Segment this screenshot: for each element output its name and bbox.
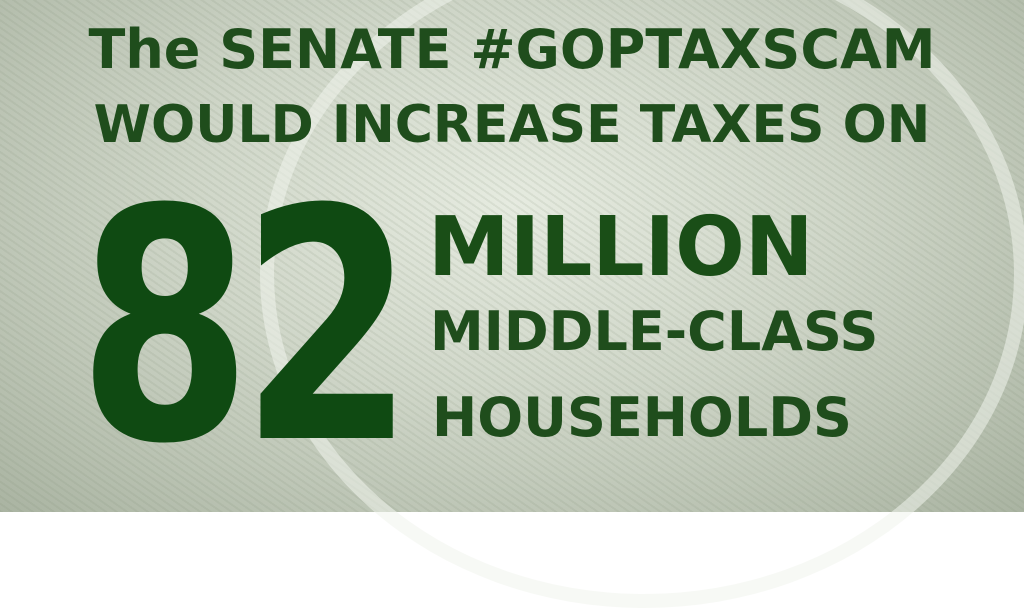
headline-line-2: WOULD INCREASE TAXES ON: [93, 95, 931, 155]
unit-label: MILLION: [428, 200, 814, 295]
middle-class-label: MIDDLE-CLASS: [430, 300, 879, 363]
headline-line-1: The SENATE #GOPTAXSCAM: [88, 18, 936, 81]
households-label: HOUSEHOLDS: [432, 386, 852, 449]
big-number: 82: [78, 142, 414, 514]
